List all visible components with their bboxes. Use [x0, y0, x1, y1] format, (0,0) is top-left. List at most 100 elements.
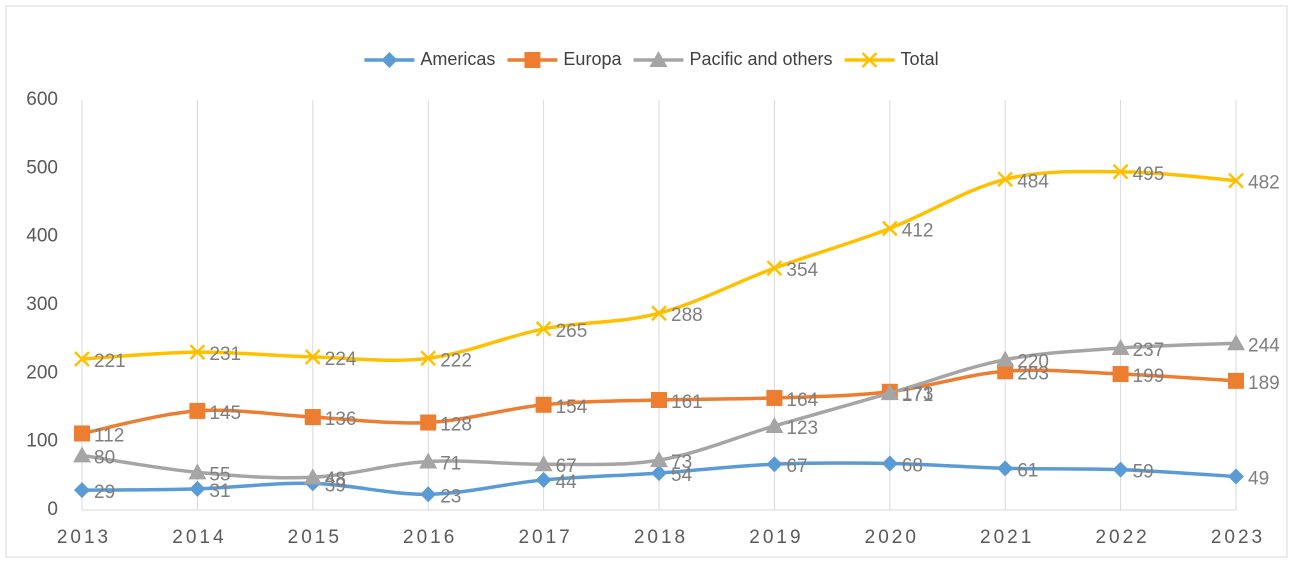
legend: Americas Europa Pacific and others Total — [364, 49, 939, 69]
legend-label: Europa — [563, 49, 622, 69]
marker — [74, 351, 90, 367]
data-label: 80 — [94, 447, 115, 468]
marker — [651, 305, 667, 322]
marker — [651, 465, 667, 482]
marker — [420, 414, 437, 431]
data-label: 59 — [1133, 462, 1154, 483]
data-label: 495 — [1133, 164, 1165, 185]
y-tick-label: 600 — [26, 89, 58, 110]
marker — [649, 51, 668, 67]
data-label: 71 — [440, 453, 461, 474]
marker — [535, 321, 552, 337]
data-label: 67 — [556, 456, 577, 477]
y-tick-label: 100 — [26, 431, 58, 452]
data-label: 237 — [1133, 340, 1165, 361]
marker — [73, 446, 91, 463]
data-label: 265 — [556, 321, 588, 342]
data-label: 189 — [1248, 373, 1280, 394]
data-label: 484 — [1017, 171, 1049, 192]
x-tick-label: 2014 — [172, 527, 226, 548]
data-label: 29 — [94, 482, 115, 503]
data-label: 61 — [1017, 460, 1038, 481]
legend-label: Total — [901, 49, 939, 69]
data-label: 49 — [1248, 469, 1269, 490]
marker — [651, 391, 667, 408]
x-tick-label: 2017 — [518, 527, 572, 548]
marker — [1228, 172, 1244, 189]
x-tick-label: 2018 — [634, 527, 688, 548]
data-label: 31 — [209, 481, 230, 502]
data-label: 244 — [1248, 335, 1280, 356]
data-label: 224 — [325, 349, 357, 370]
data-label: 222 — [440, 350, 472, 371]
marker — [650, 451, 668, 468]
x-tick-label: 2020 — [865, 527, 919, 548]
marker — [765, 416, 784, 433]
series-line — [81, 169, 1237, 362]
y-tick-label: 300 — [26, 294, 58, 315]
marker — [1227, 334, 1245, 351]
data-label: 128 — [440, 415, 472, 436]
data-label: 145 — [209, 403, 241, 424]
marker — [304, 409, 321, 426]
data-label: 412 — [902, 220, 934, 241]
marker — [535, 471, 552, 488]
marker — [189, 402, 206, 419]
marker — [304, 349, 321, 365]
legend-label: Americas — [420, 49, 495, 69]
data-label: 68 — [902, 456, 923, 477]
marker — [880, 384, 899, 401]
x-tick-label: 2022 — [1095, 527, 1149, 548]
data-label: 171 — [902, 385, 934, 406]
data-label: 354 — [786, 260, 818, 281]
y-tick-label: 400 — [26, 226, 58, 247]
y-tick-label: 200 — [26, 362, 58, 383]
data-label: 199 — [1133, 366, 1165, 387]
marker — [74, 425, 90, 442]
data-label: 73 — [671, 452, 692, 473]
marker — [1112, 163, 1129, 180]
data-label: 48 — [325, 469, 346, 490]
marker — [996, 350, 1015, 367]
marker — [997, 363, 1014, 380]
data-label: 54 — [671, 465, 693, 486]
data-label: 173 — [902, 384, 934, 405]
y-tick-label: 500 — [26, 157, 58, 178]
x-tick-label: 2021 — [980, 527, 1034, 548]
x-tick-label: 2023 — [1211, 527, 1265, 548]
marker — [997, 460, 1014, 477]
data-label: 39 — [325, 475, 346, 496]
data-label: 154 — [556, 397, 588, 418]
marker — [189, 480, 206, 497]
x-tick-label: 2013 — [57, 527, 111, 548]
marker — [188, 463, 207, 480]
marker — [766, 456, 783, 473]
x-tick-label: 2019 — [749, 527, 803, 548]
data-label: 164 — [786, 390, 818, 411]
y-tick-label: 0 — [47, 499, 58, 520]
data-label: 55 — [209, 464, 230, 485]
marker — [1228, 372, 1244, 389]
marker — [420, 486, 437, 503]
data-label: 220 — [1017, 352, 1049, 373]
data-label: 67 — [786, 456, 807, 477]
marker — [766, 260, 783, 276]
data-label: 288 — [671, 305, 703, 326]
marker — [997, 171, 1014, 188]
marker — [381, 52, 398, 68]
data-label: 482 — [1248, 173, 1280, 194]
data-label: 23 — [440, 486, 461, 507]
marker — [189, 344, 206, 361]
data-label: 231 — [209, 344, 241, 365]
marker — [534, 455, 553, 472]
marker — [861, 52, 878, 68]
marker — [419, 452, 438, 469]
chart-border — [5, 5, 1288, 558]
marker — [1112, 366, 1129, 383]
marker — [1112, 461, 1129, 478]
legend-label: Pacific and others — [689, 49, 832, 69]
data-label: 136 — [325, 409, 357, 430]
marker — [881, 220, 898, 237]
data-label: 203 — [1017, 363, 1049, 384]
